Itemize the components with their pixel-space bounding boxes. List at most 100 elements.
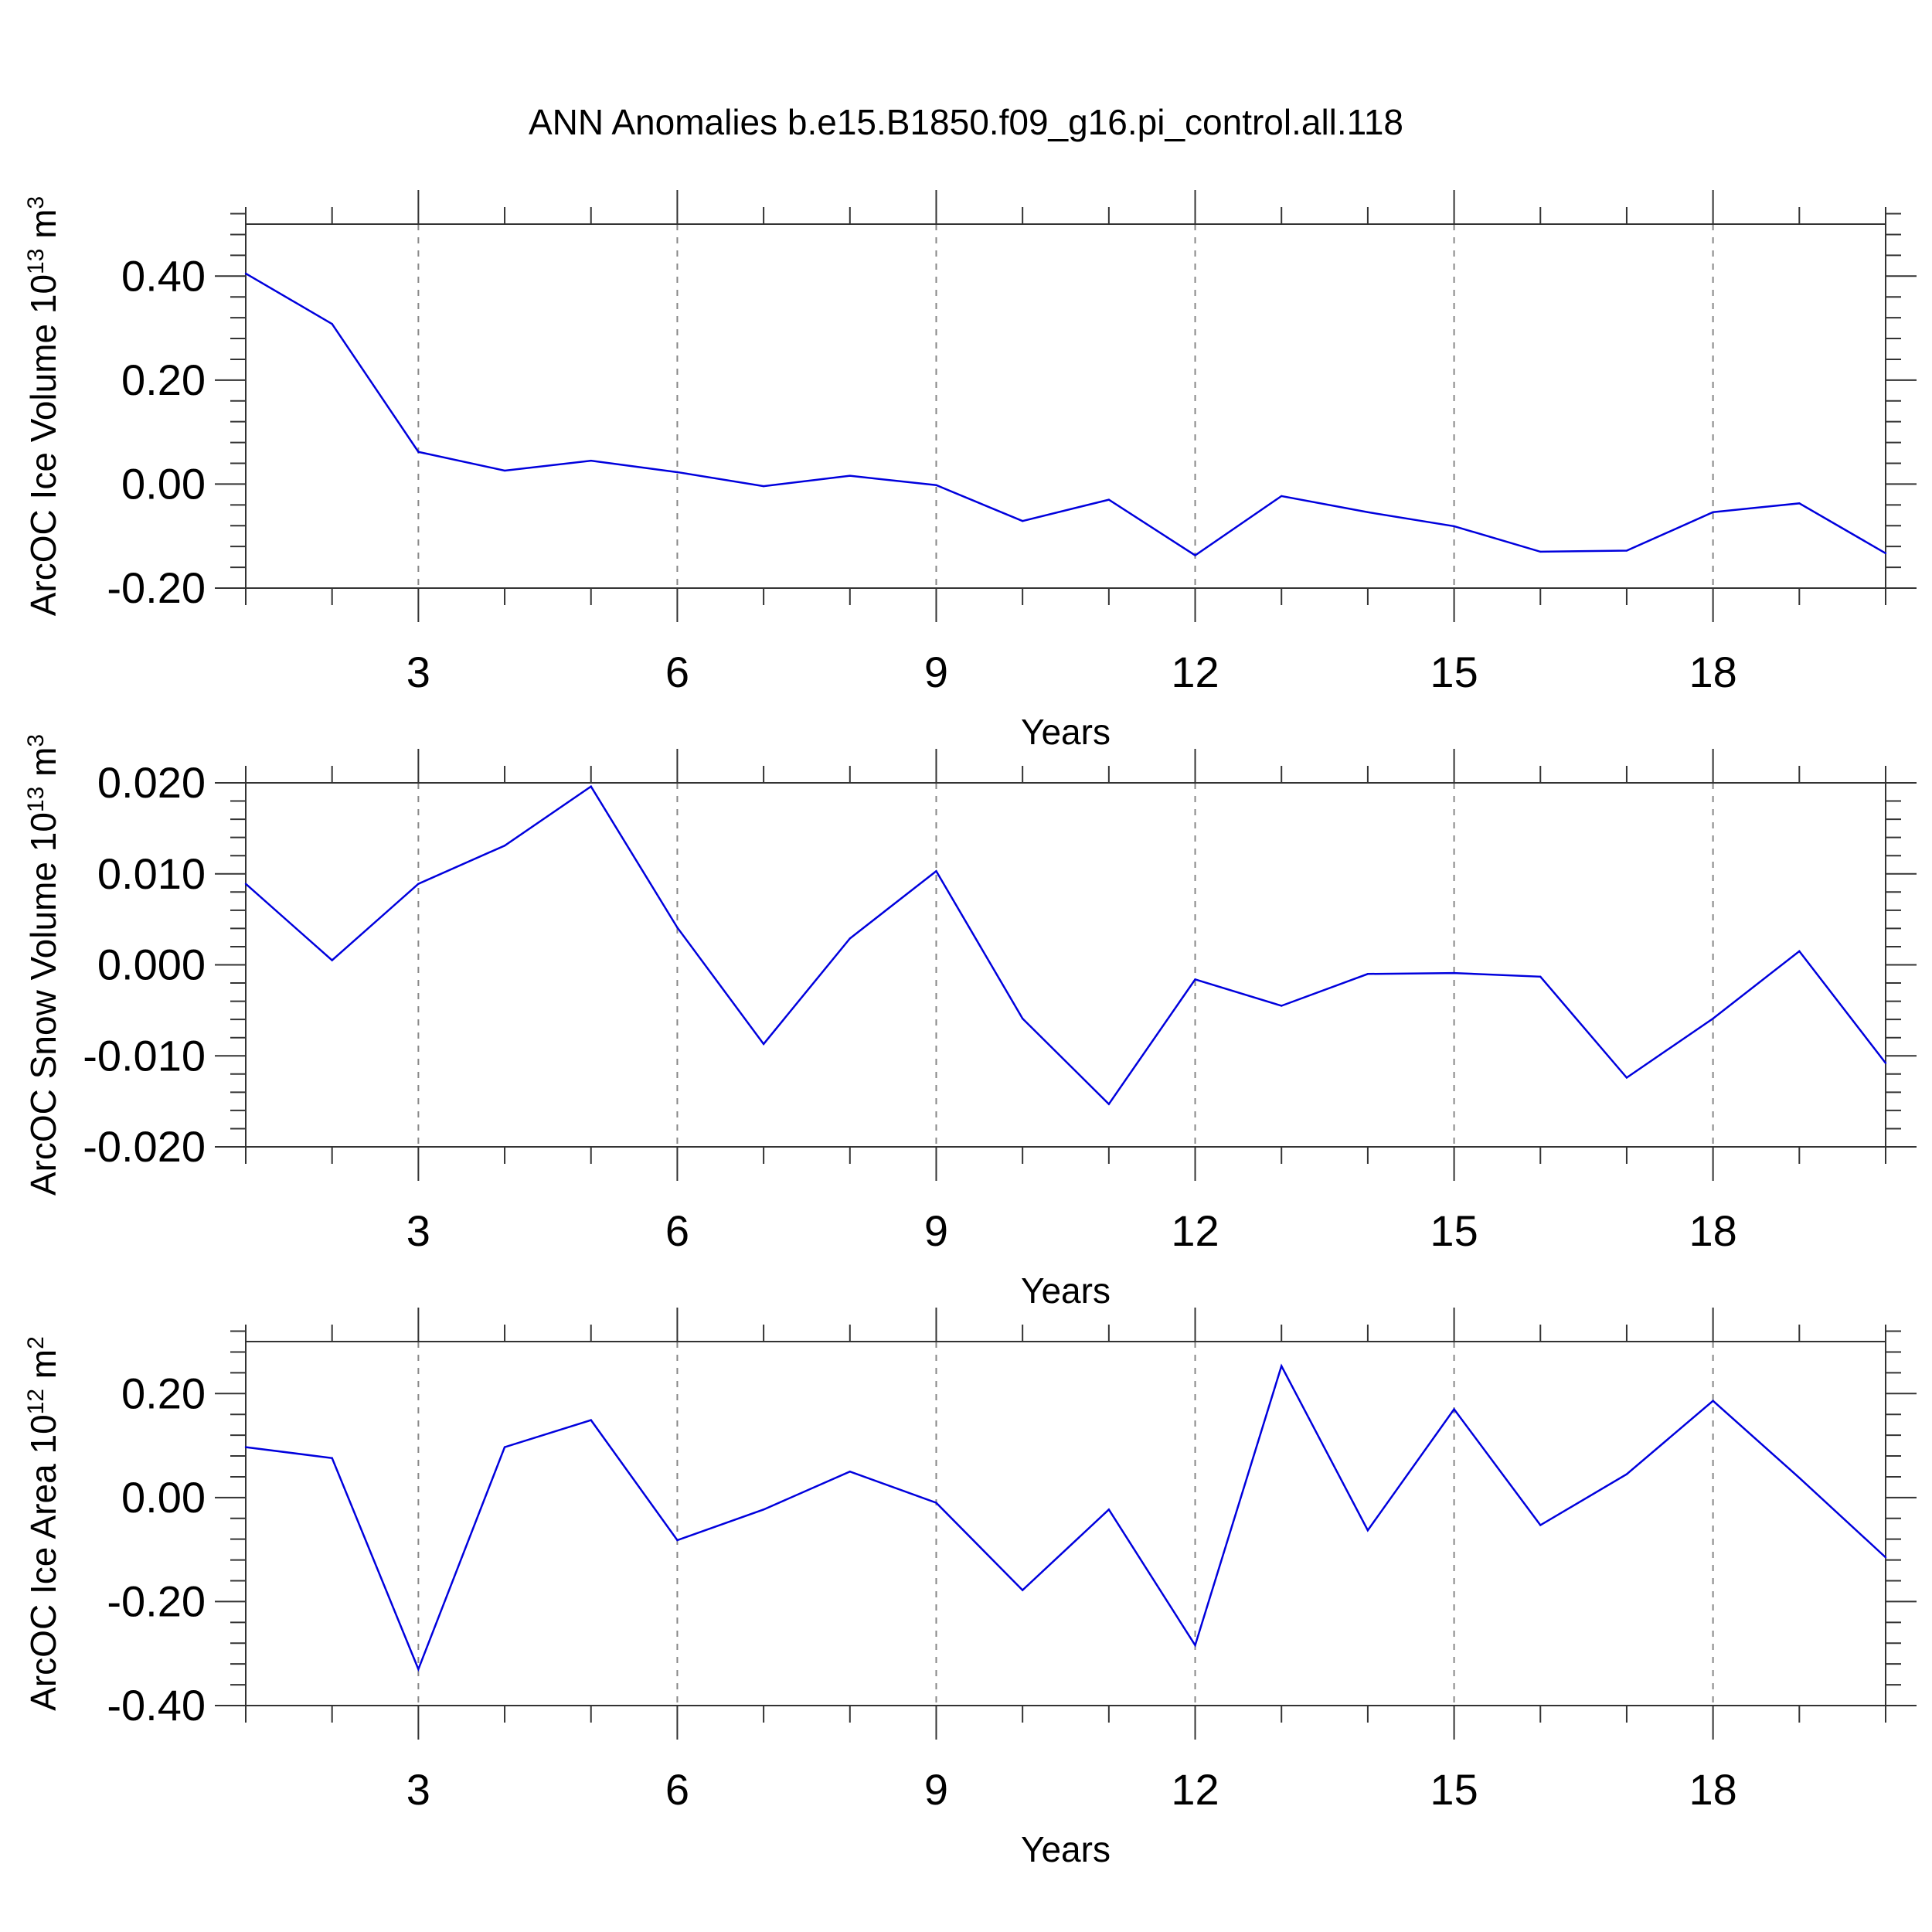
x-axis-label: Years xyxy=(1021,1829,1111,1869)
data-point xyxy=(762,485,765,488)
data-point xyxy=(1453,971,1455,975)
data-point xyxy=(244,1446,247,1448)
data-point xyxy=(503,469,506,472)
y-tick-label: 0.20 xyxy=(121,355,206,404)
x-tick-label: 15 xyxy=(1430,1206,1478,1255)
data-point xyxy=(503,845,506,847)
y-tick-label: -0.20 xyxy=(107,563,206,612)
y-tick-label: 0.00 xyxy=(121,1473,206,1522)
data-point xyxy=(590,459,592,462)
panel-ice-area: -0.40 -0.20 0.00 0.20 3 6 9 12 15 18 Years ArcOC Ic… xyxy=(23,1308,1917,1869)
y-tick-label: 0.00 xyxy=(121,459,206,508)
y-axis-label-exponent: 13 xyxy=(23,249,49,274)
data-point xyxy=(1194,554,1196,556)
x-tick-label: 3 xyxy=(406,648,430,696)
data-point xyxy=(331,959,333,961)
data-point xyxy=(676,471,679,474)
data-point xyxy=(1194,978,1196,981)
data-point xyxy=(1625,1473,1628,1475)
data-point xyxy=(1194,1644,1196,1647)
y-axis-label-unit-exponent: 2 xyxy=(23,1336,49,1349)
x-tick-label: 6 xyxy=(665,648,689,696)
x-tick-label: 15 xyxy=(1430,1765,1478,1814)
chart-title: ANN Anomalies b.e15.B1850.f09_g16.pi_con… xyxy=(529,102,1403,142)
x-tick-label: 3 xyxy=(406,1206,430,1255)
x-tick-label: 3 xyxy=(406,1765,430,1814)
data-point xyxy=(417,451,420,453)
x-tick-label: 15 xyxy=(1430,648,1478,696)
data-point xyxy=(1798,950,1801,953)
data-point xyxy=(503,1446,506,1448)
data-point xyxy=(1107,498,1111,501)
x-tick-label: 18 xyxy=(1689,1765,1736,1814)
y-axis-label: ArcOC Ice Volume 1013 m3 xyxy=(23,196,64,616)
data-point xyxy=(762,1043,765,1046)
data-point xyxy=(1281,495,1283,498)
data-point xyxy=(1107,1103,1111,1105)
data-point xyxy=(1021,1589,1024,1591)
data-point xyxy=(1798,1477,1801,1479)
y-axis-label-unit: m xyxy=(23,747,63,787)
x-tick-label: 9 xyxy=(924,1765,948,1814)
y-axis-label-unit-exponent: 3 xyxy=(23,734,49,747)
y-tick-label: -0.40 xyxy=(107,1681,206,1730)
series-line xyxy=(245,1363,1886,1672)
data-point xyxy=(1021,520,1024,522)
data-point xyxy=(1539,550,1542,553)
y-axis-label-base: ArcOC Ice Volume 10 xyxy=(23,274,63,616)
data-point xyxy=(244,272,247,275)
data-point xyxy=(1453,525,1455,528)
x-tick-label: 12 xyxy=(1171,648,1219,696)
x-tick-label: 6 xyxy=(665,1765,689,1814)
data-point xyxy=(1453,1408,1455,1410)
data-point xyxy=(1107,1509,1111,1511)
data-point xyxy=(935,870,937,872)
y-axis-label: ArcOC Snow Volume 1013 m3 xyxy=(23,734,64,1196)
data-point xyxy=(244,883,247,885)
data-point xyxy=(1712,1017,1714,1020)
data-point xyxy=(331,322,333,325)
data-point xyxy=(849,1471,851,1473)
y-tick-label: 0.20 xyxy=(121,1369,206,1417)
data-point xyxy=(417,883,420,885)
data-point xyxy=(1625,1077,1628,1079)
data-point xyxy=(1884,1556,1887,1559)
x-tick-label: 18 xyxy=(1689,1206,1736,1255)
y-axis-label-base: ArcOC Ice Area 10 xyxy=(23,1414,63,1711)
y-tick-label: -0.20 xyxy=(107,1577,206,1625)
data-point xyxy=(1625,549,1628,552)
data-point xyxy=(935,1502,937,1504)
data-point xyxy=(676,1539,679,1542)
data-point xyxy=(1366,1529,1369,1532)
data-point xyxy=(849,474,851,477)
plot-frame xyxy=(245,223,1886,589)
y-axis-label-unit: m xyxy=(23,1349,63,1389)
panel-snow-volume: -0.020 -0.010 0.000 0.010 0.020 3 6 9 12 15 18 Year… xyxy=(23,734,1917,1311)
data-point xyxy=(1366,973,1369,975)
data-point xyxy=(1712,511,1714,513)
data-point xyxy=(1712,1400,1714,1402)
y-tick-label: 0.020 xyxy=(97,758,206,807)
data-point xyxy=(1539,975,1542,978)
x-tick-label: 12 xyxy=(1171,1765,1219,1814)
y-axis-label-exponent: 12 xyxy=(23,1389,49,1414)
x-tick-label: 9 xyxy=(924,1206,948,1255)
series-line xyxy=(245,272,1886,557)
data-point xyxy=(331,1457,333,1459)
data-point xyxy=(590,1419,592,1421)
data-point xyxy=(935,484,937,486)
data-point xyxy=(1021,1017,1024,1020)
x-axis-label: Years xyxy=(1021,712,1111,752)
y-axis-label-base: ArcOC Snow Volume 10 xyxy=(23,812,63,1196)
y-tick-label: 0.010 xyxy=(97,849,206,898)
panels-group: -0.20 0.00 0.20 0.40 3 6 9 12 15 18 Years ArcOC Ice… xyxy=(23,190,1917,1869)
plot-frame xyxy=(245,1341,1886,1706)
data-point xyxy=(1798,502,1801,505)
data-point xyxy=(1884,1062,1887,1064)
y-tick-label: 0.000 xyxy=(97,940,206,989)
y-tick-label: 0.40 xyxy=(121,251,206,300)
data-point xyxy=(849,937,851,940)
y-axis-label: ArcOC Ice Area 1012 m2 xyxy=(23,1336,64,1711)
